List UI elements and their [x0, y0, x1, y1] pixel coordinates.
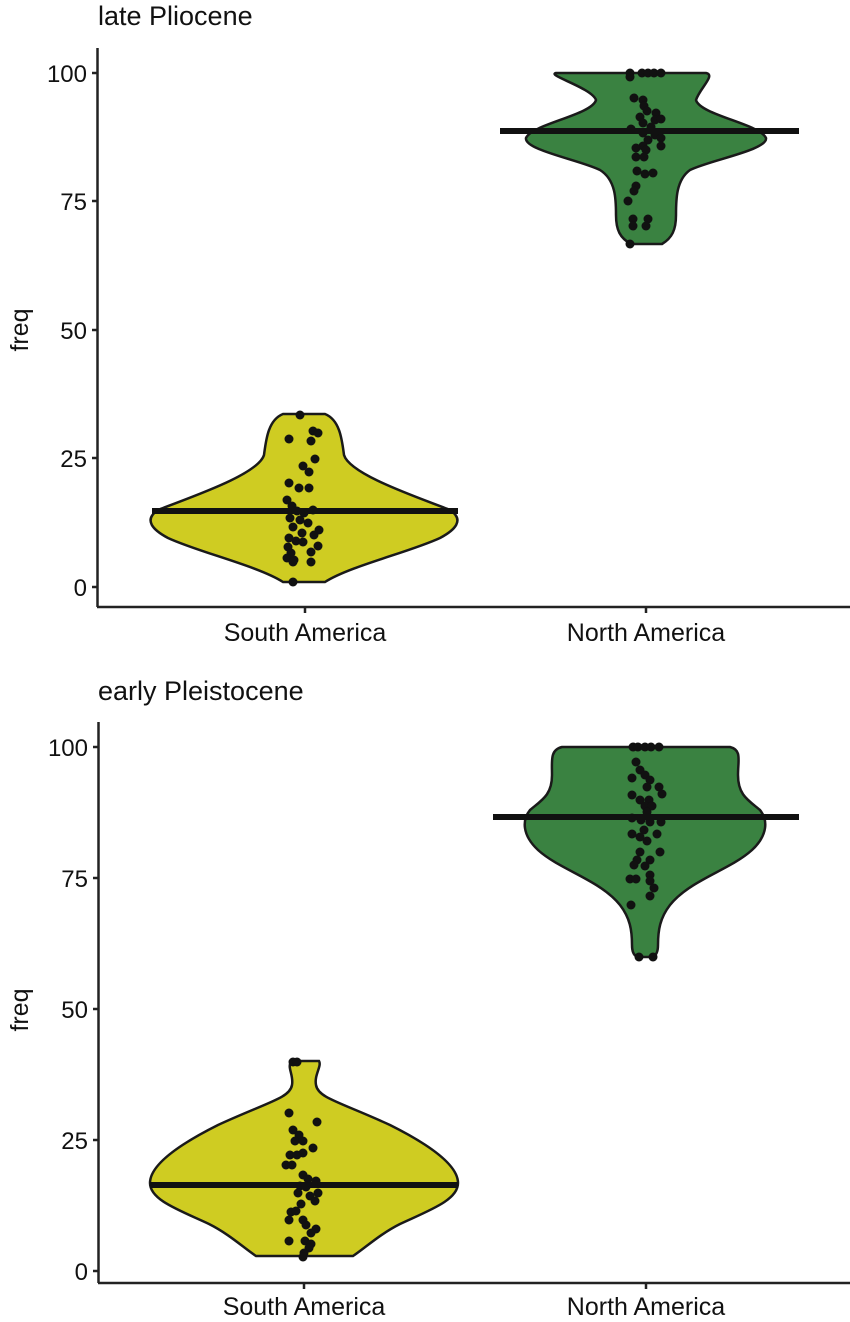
x-tick-south-america: South America [223, 1293, 386, 1317]
x-tick-south-america: South America [224, 619, 387, 647]
x-tick-labels: South America North America [224, 619, 726, 647]
points-north-america [623, 68, 666, 249]
y-tick-0: 0 [74, 575, 87, 602]
y-tick-labels: 0 25 50 75 100 [47, 61, 87, 602]
y-axis-label: freq [6, 308, 34, 351]
y-axis [92, 48, 99, 607]
y-tick-labels: 0 25 50 75 100 [48, 735, 88, 1286]
panel-late-pliocene: late Pliocene freq [6, 1, 850, 647]
y-tick-75: 75 [61, 866, 88, 893]
y-tick-25: 25 [60, 446, 87, 473]
x-axis [98, 1281, 850, 1289]
y-tick-0: 0 [75, 1259, 88, 1286]
y-tick-50: 50 [60, 318, 87, 345]
points-north-america [625, 742, 667, 962]
violin-south-america [149, 412, 459, 584]
violin-south-america [148, 1059, 460, 1258]
panel-early-pleistocene: early Pleistocene freq [6, 676, 850, 1321]
y-axis-label: freq [6, 988, 34, 1031]
y-tick-100: 100 [48, 735, 88, 762]
y-tick-75: 75 [60, 189, 87, 216]
points-south-america [281, 1057, 323, 1262]
y-tick-50: 50 [61, 997, 88, 1024]
y-tick-100: 100 [47, 61, 87, 88]
panel-title: early Pleistocene [98, 676, 304, 706]
y-axis [93, 722, 100, 1283]
x-tick-north-america: North America [567, 1293, 725, 1317]
x-axis [97, 605, 850, 613]
y-tick-25: 25 [61, 1128, 88, 1155]
points-south-america [282, 410, 324, 587]
x-tick-labels: South America North America [223, 1293, 726, 1321]
x-tick-north-america: North America [567, 619, 725, 647]
panel-title: late Pliocene [98, 1, 253, 31]
